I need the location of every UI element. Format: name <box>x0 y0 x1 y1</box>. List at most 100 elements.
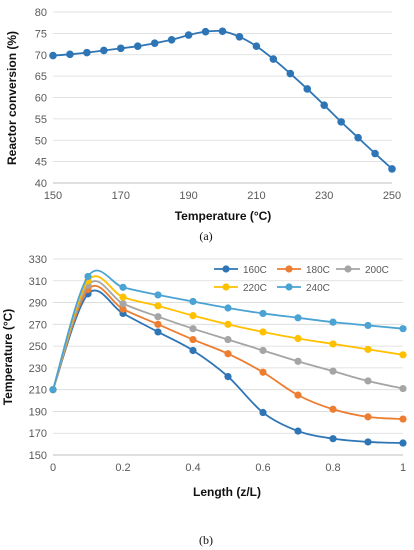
panel-a-chart: 40 45 50 55 60 65 70 75 80 150 170 190 210 230 250 Te… <box>5 7 401 243</box>
y-tick-label: 55 <box>35 114 47 126</box>
data-point <box>294 334 302 343</box>
data-point <box>399 384 407 393</box>
data-point <box>218 27 227 36</box>
data-point <box>49 386 57 394</box>
data-point <box>303 85 312 93</box>
legend-label: 200C <box>365 265 389 276</box>
panel-a-y-axis-title: Reactor conversion (%) <box>5 31 19 165</box>
data-point <box>399 439 407 447</box>
panel-b-chart: 150 170 190 210 230 250 270 290 310 330 0 0.2 0.4 0.… <box>1 254 407 547</box>
data-point <box>189 346 197 355</box>
legend-item: 240C <box>277 283 330 294</box>
panel-b-legend: 160C 180C 200C 220C 240C <box>214 265 389 294</box>
panel-b-x-axis-title: Length (z/L) <box>193 485 261 499</box>
data-point <box>154 291 162 299</box>
data-point <box>189 325 197 333</box>
legend-label: 160C <box>243 265 267 276</box>
data-point <box>117 44 125 53</box>
data-point <box>364 438 372 446</box>
legend-marker <box>285 283 293 291</box>
data-point <box>259 328 267 336</box>
panel-b-series <box>49 269 407 447</box>
x-tick-label: 150 <box>44 190 62 202</box>
data-point <box>399 351 407 359</box>
data-point <box>224 320 232 328</box>
legend-item: 180C <box>277 265 330 276</box>
data-point <box>66 50 74 59</box>
y-tick-label: 75 <box>35 28 47 40</box>
panel-a-y-tick-labels: 40 45 50 55 60 65 70 75 80 <box>35 7 47 190</box>
x-tick-label: 0.4 <box>185 462 200 474</box>
data-point <box>154 313 162 321</box>
panel-b-y-tick-labels: 150 170 190 210 230 250 270 290 310 330 <box>29 254 47 462</box>
panel-a-x-tick-labels: 150 170 190 210 230 250 <box>44 190 401 202</box>
data-point <box>259 368 267 376</box>
x-tick-label: 210 <box>247 190 265 202</box>
panel-b-gridlines <box>53 258 403 434</box>
data-point <box>154 320 162 328</box>
data-point <box>100 46 108 55</box>
x-tick-label: 0 <box>50 462 56 474</box>
legend-marker <box>285 265 293 273</box>
data-point <box>399 325 407 333</box>
data-point <box>154 302 162 310</box>
data-point <box>224 304 232 312</box>
x-tick-label: 230 <box>315 190 333 202</box>
data-point <box>224 373 232 381</box>
y-tick-label: 250 <box>29 341 47 353</box>
legend-label: 180C <box>306 265 330 276</box>
x-tick-label: 170 <box>112 190 130 202</box>
series-line <box>52 289 404 444</box>
data-point <box>184 31 193 39</box>
data-point <box>133 42 142 50</box>
data-point <box>329 318 337 326</box>
data-point <box>167 35 176 44</box>
y-tick-label: 40 <box>35 178 47 190</box>
y-tick-label: 80 <box>35 7 47 19</box>
panel-a-x-axis-title: Temperature (°C) <box>175 209 272 223</box>
panel-a-gridlines <box>53 11 392 163</box>
y-tick-label: 310 <box>29 276 47 288</box>
data-point <box>337 118 345 126</box>
series-160c <box>49 289 407 447</box>
x-tick-label: 190 <box>179 190 197 202</box>
x-tick-label: 250 <box>383 190 401 202</box>
data-point <box>294 357 302 365</box>
y-tick-label: 190 <box>29 406 47 418</box>
data-point <box>259 346 267 355</box>
data-point <box>286 69 295 78</box>
legend-item: 220C <box>214 283 267 294</box>
data-point <box>294 427 302 435</box>
data-point <box>388 165 396 173</box>
data-point <box>189 312 197 320</box>
data-point <box>154 328 162 336</box>
data-point <box>235 32 244 41</box>
data-point <box>320 101 329 109</box>
x-tick-label: 0.8 <box>325 462 340 474</box>
legend-marker <box>222 265 230 273</box>
y-tick-label: 290 <box>29 298 47 310</box>
data-point <box>364 377 372 385</box>
series-180c <box>49 285 407 423</box>
data-point <box>119 293 127 301</box>
y-tick-label: 170 <box>29 428 47 440</box>
legend-item: 200C <box>336 265 389 276</box>
x-tick-label: 0.6 <box>255 462 270 474</box>
data-point <box>259 309 267 318</box>
panel-a-series <box>49 27 396 173</box>
data-point <box>329 340 337 348</box>
data-point <box>224 335 232 344</box>
legend-item: 160C <box>214 265 267 276</box>
legend-label: 240C <box>306 283 330 294</box>
data-point <box>201 27 210 36</box>
data-point <box>354 133 362 142</box>
data-point <box>364 321 372 330</box>
data-point <box>329 405 337 413</box>
panel-a-caption: (a) <box>199 229 212 243</box>
data-point <box>259 408 267 417</box>
data-point <box>189 335 197 344</box>
series-0 <box>49 27 396 173</box>
y-tick-label: 330 <box>29 254 47 266</box>
y-tick-label: 210 <box>29 385 47 397</box>
